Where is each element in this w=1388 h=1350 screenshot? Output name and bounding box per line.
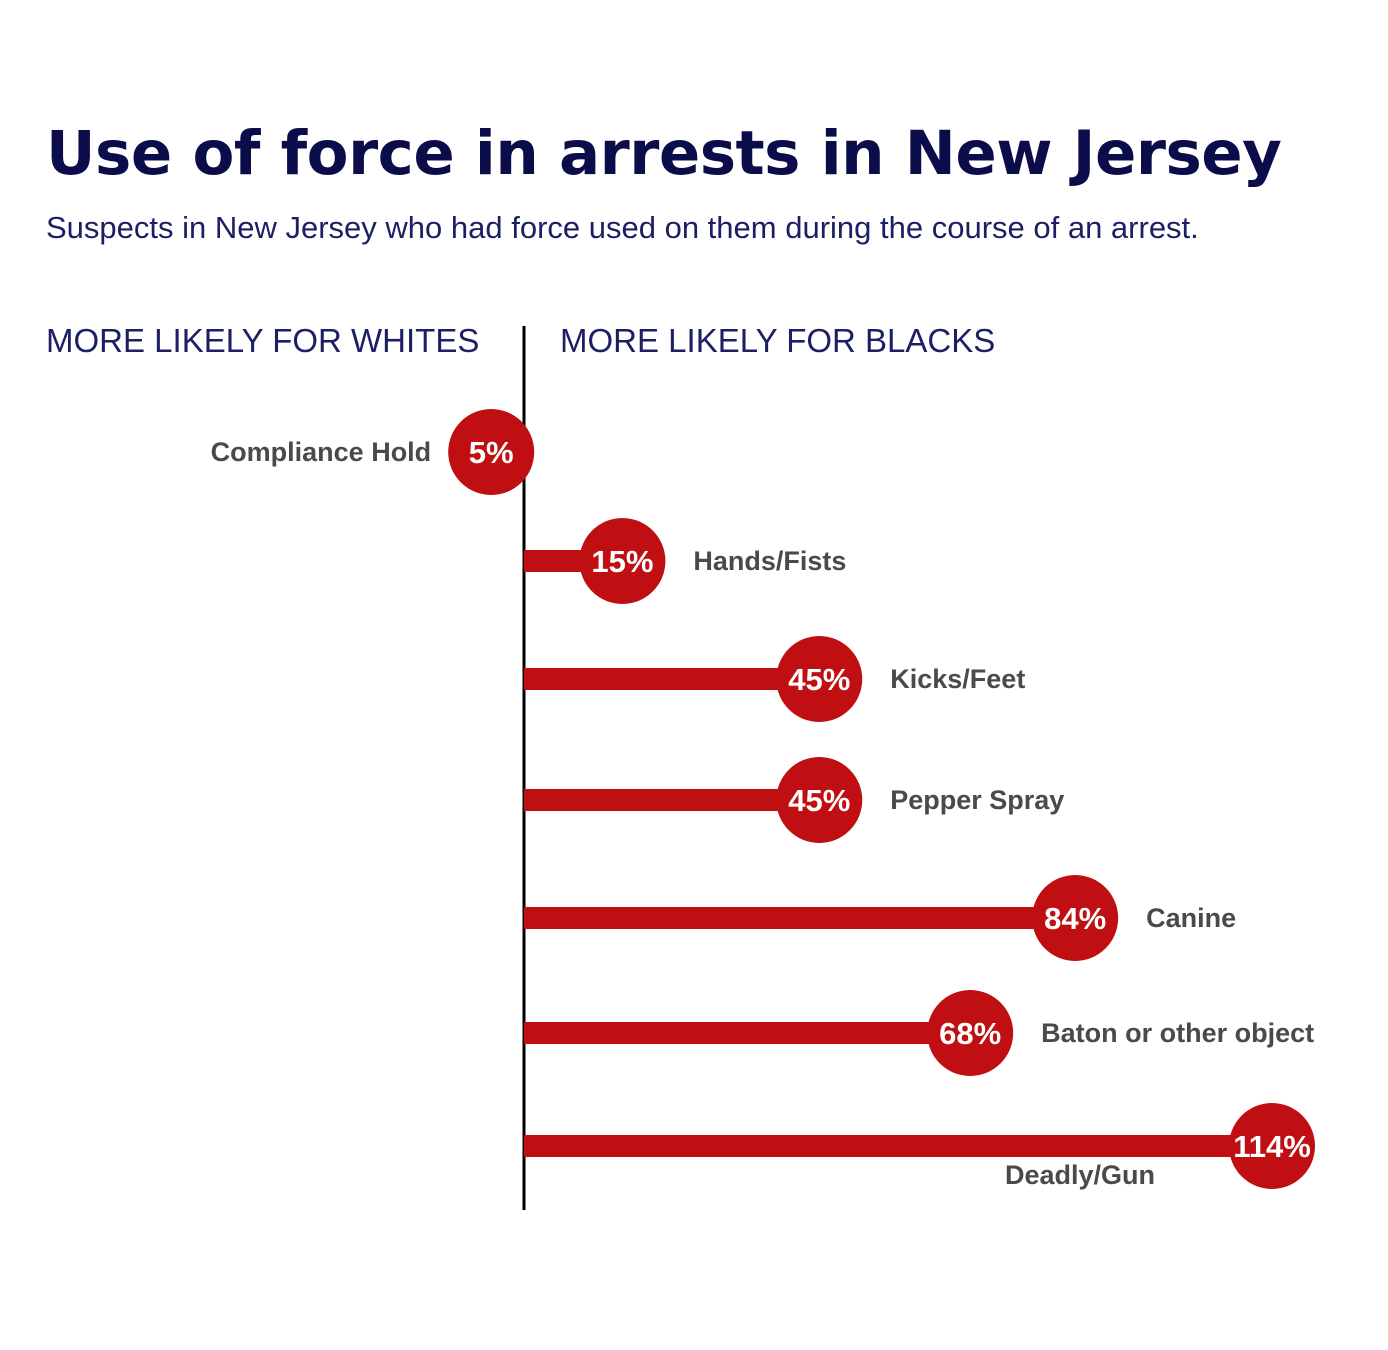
right-side-label: MORE LIKELY FOR BLACKS [560, 322, 996, 359]
dot-hands-fists [579, 518, 666, 604]
value-label-hands-fists: 15% [591, 544, 653, 579]
dot-compliance-hold [448, 409, 535, 495]
chart-marks: 5% Compliance Hold 15% Hands/Fists 45% Kicks/… [211, 409, 1315, 1190]
bar-canine [524, 907, 1076, 929]
bar-deadly-gun [524, 1135, 1272, 1157]
category-label-hands-fists: Hands/Fists [693, 546, 846, 576]
bar-kicks-feet [524, 668, 820, 690]
dot-canine [1032, 875, 1119, 961]
dot-pepper-spray [776, 757, 863, 843]
chart-title: Use of force in arrests in New Jersey [46, 118, 1282, 189]
value-label-deadly-gun: 114% [1233, 1129, 1311, 1164]
value-label-canine: 84% [1044, 901, 1106, 936]
category-label-compliance-hold: Compliance Hold [211, 437, 432, 467]
category-label-deadly-gun: Deadly/Gun [1005, 1160, 1155, 1190]
bar-pepper-spray [524, 789, 820, 811]
left-side-label: MORE LIKELY FOR WHITES [46, 322, 480, 359]
dot-kicks-feet [776, 636, 863, 722]
value-label-kicks-feet: 45% [788, 662, 850, 697]
category-label-baton-or-other-object: Baton or other object [1041, 1018, 1314, 1048]
category-label-pepper-spray: Pepper Spray [890, 785, 1064, 815]
chart-subtitle: Suspects in New Jersey who had force use… [46, 210, 1199, 245]
bar-baton-or-other-object [524, 1022, 971, 1044]
dot-deadly-gun [1229, 1103, 1315, 1189]
value-label-pepper-spray: 45% [788, 783, 850, 818]
dot-baton-or-other-object [927, 990, 1014, 1076]
category-label-canine: Canine [1146, 903, 1236, 933]
value-label-compliance-hold: 5% [469, 435, 514, 470]
value-label-baton-or-other-object: 68% [939, 1016, 1001, 1051]
category-label-kicks-feet: Kicks/Feet [890, 664, 1025, 694]
